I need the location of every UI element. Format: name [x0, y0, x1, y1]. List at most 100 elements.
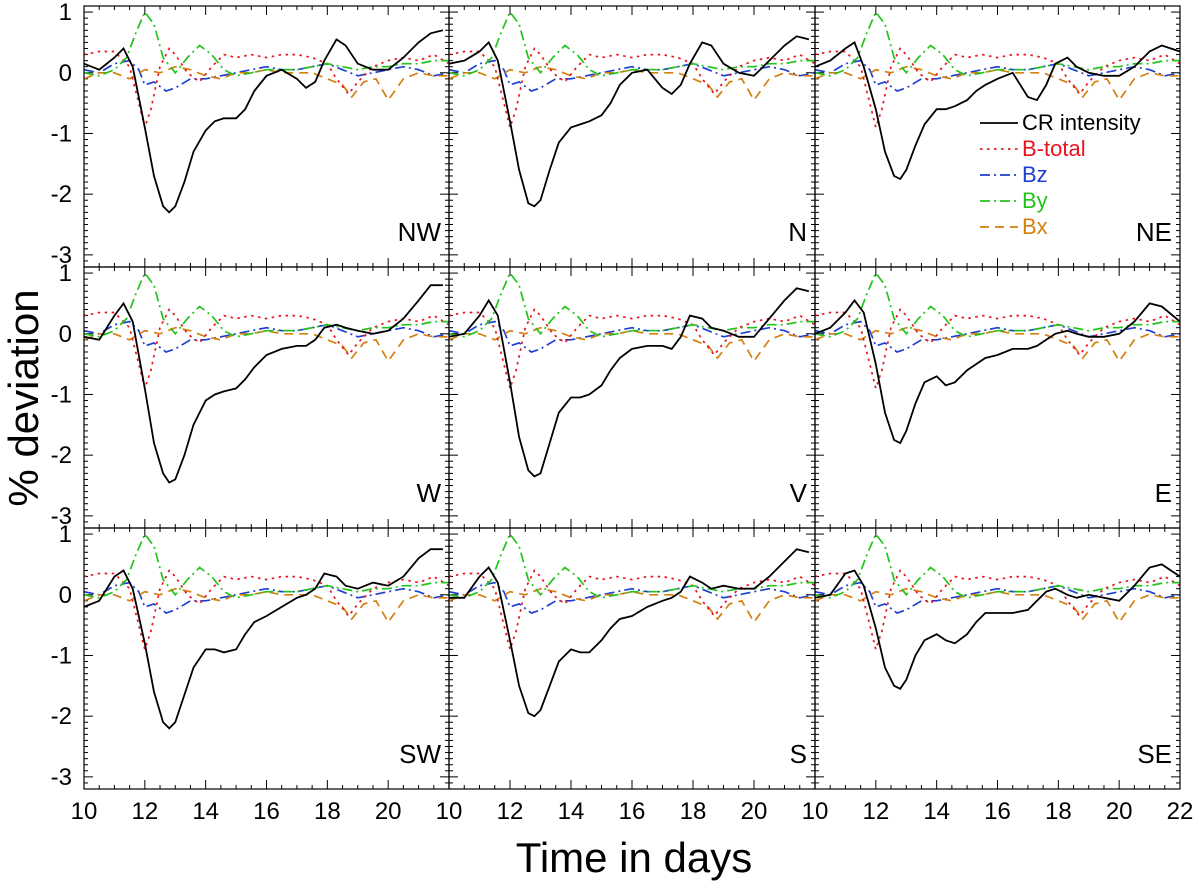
legend-label-bx: Bx [1022, 214, 1048, 239]
series-line-bx [84, 326, 449, 363]
series-line-bz [449, 59, 815, 92]
series-line-bz [449, 320, 815, 353]
series-line-bt [449, 569, 815, 653]
series-line-bt [815, 47, 1180, 131]
x-tick-label: 20 [375, 798, 402, 825]
x-tick-label: 16 [253, 798, 280, 825]
y-tick-label: -2 [51, 181, 72, 208]
series-line-cr [449, 35, 810, 208]
panel-nw: NW [83, 5, 450, 268]
panel-w: W [83, 266, 450, 529]
series-line-bz [815, 320, 1180, 353]
x-tick-label: 14 [558, 798, 585, 825]
panel-label-v: V [790, 478, 808, 508]
x-axis-title: Time in days [516, 834, 753, 881]
y-tick-label: 1 [59, 521, 72, 548]
panel-label-e: E [1155, 478, 1172, 508]
panel-frame [814, 5, 1181, 268]
series-line-bx [449, 326, 815, 363]
series-line-bx [449, 587, 815, 624]
series-line-by [815, 271, 1180, 338]
series-line-cr [449, 287, 810, 478]
y-tick-label: -1 [51, 642, 72, 669]
panel-e: E [814, 266, 1181, 529]
series-line-bx [815, 326, 1180, 363]
y-tick-label: -3 [51, 503, 72, 530]
series-line-bt [84, 308, 449, 392]
series-line-by [84, 532, 449, 599]
series-line-bt [449, 308, 815, 392]
series-line-cr [84, 29, 444, 214]
x-tick-label: 18 [314, 798, 341, 825]
series-line-bz [815, 59, 1180, 92]
series-line-bt [84, 47, 449, 131]
x-tick-label: 10 [802, 798, 829, 825]
series-line-cr [84, 284, 443, 484]
y-tick-label: -3 [51, 242, 72, 269]
x-tick-label: 12 [497, 798, 524, 825]
y-tick-label: 0 [59, 60, 72, 87]
x-tick-label: 14 [923, 798, 950, 825]
x-tick-label: 12 [862, 798, 889, 825]
panel-label-w: W [416, 478, 441, 508]
series-line-by [84, 271, 449, 338]
y-tick-label: -3 [51, 764, 72, 791]
legend-label-by: By [1022, 188, 1048, 213]
series-line-bz [84, 59, 449, 92]
series-line-bz [84, 581, 449, 614]
series-line-bx [84, 587, 449, 624]
y-tick-label: 0 [59, 582, 72, 609]
panel-label-nw: NW [398, 217, 442, 247]
x-tick-label: 12 [131, 798, 158, 825]
panel-frame [448, 266, 816, 529]
series-line-bt [84, 569, 449, 653]
series-line-bx [84, 65, 449, 102]
x-tick-label: 18 [680, 798, 707, 825]
panel-label-n: N [788, 217, 807, 247]
y-tick-label: 1 [59, 0, 72, 26]
series-line-cr [815, 41, 1180, 181]
series-line-cr [815, 298, 1180, 445]
panel-frame [814, 266, 1181, 529]
y-tick-label: -2 [51, 442, 72, 469]
series-line-by [449, 532, 815, 599]
x-tick-label: 22 [1167, 798, 1194, 825]
y-tick-label: -2 [51, 703, 72, 730]
series-line-cr [84, 548, 443, 730]
x-tick-label: 16 [619, 798, 646, 825]
y-tick-label: 0 [59, 321, 72, 348]
series-line-bt [815, 569, 1180, 653]
panel-label-se: SE [1137, 739, 1172, 769]
series-line-bt [449, 47, 815, 131]
y-tick-label: 1 [59, 260, 72, 287]
series-line-cr [449, 548, 810, 718]
y-tick-label: -1 [51, 381, 72, 408]
legend-label-bt: B-total [1022, 136, 1086, 161]
series-line-bt [815, 308, 1180, 392]
x-tick-label: 20 [1106, 798, 1133, 825]
x-tick-label: 18 [1045, 798, 1072, 825]
panel-frame [814, 527, 1181, 790]
y-axis-title: % deviation [0, 289, 47, 506]
x-tick-label: 20 [741, 798, 768, 825]
panel-se: SE [814, 527, 1181, 790]
series-line-by [449, 271, 815, 338]
series-line-by [815, 10, 1180, 77]
series-line-by [449, 10, 815, 77]
x-tick-label: 10 [71, 798, 98, 825]
panel-label-sw: SW [399, 739, 441, 769]
series-line-bz [815, 581, 1180, 614]
series-line-cr [815, 563, 1180, 690]
series-line-bx [815, 587, 1180, 624]
panel-frame [83, 266, 450, 529]
series-line-by [815, 532, 1180, 599]
panel-frame [83, 527, 450, 790]
panel-sw: SW [83, 527, 450, 790]
panel-frame [83, 5, 450, 268]
series-line-bx [815, 65, 1180, 102]
series-line-bz [449, 581, 815, 614]
